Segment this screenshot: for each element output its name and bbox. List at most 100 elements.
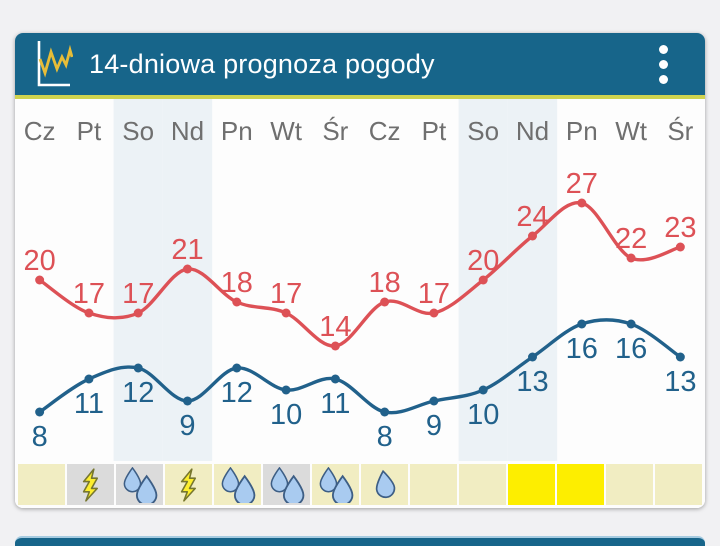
temp-label: 11 xyxy=(320,388,350,420)
data-point xyxy=(232,363,242,373)
raindrops-icon xyxy=(319,466,353,503)
day-label: Cz xyxy=(369,116,401,146)
data-point xyxy=(528,352,537,362)
data-point xyxy=(330,374,340,384)
temp-label: 16 xyxy=(615,333,647,365)
series-line xyxy=(37,318,683,415)
temp-label: 17 xyxy=(122,278,154,310)
data-point xyxy=(626,253,636,263)
condition-cell-nd xyxy=(508,464,555,505)
temp-label: 16 xyxy=(566,333,598,365)
data-point xyxy=(183,396,192,406)
data-point xyxy=(675,242,685,252)
temp-label: 18 xyxy=(221,267,253,299)
day-label: Pt xyxy=(77,116,102,146)
temp-label: 14 xyxy=(319,311,351,343)
condition-cell-pt xyxy=(410,464,457,505)
condition-cell-so xyxy=(459,464,506,505)
day-label: Śr xyxy=(322,116,348,146)
data-point xyxy=(281,308,291,318)
temp-label: 11 xyxy=(74,388,104,420)
temp-label: 8 xyxy=(377,421,393,453)
data-point xyxy=(281,385,291,395)
forecast-card[interactable]: 14-dniowa prognoza pogody Cz Pt So Nd Pn Wt Śr… xyxy=(15,33,705,508)
data-point xyxy=(380,297,390,307)
day-label: Nd xyxy=(171,116,204,146)
condition-cell-cz xyxy=(18,464,65,505)
data-point xyxy=(429,396,439,406)
temp-label: 9 xyxy=(179,410,195,442)
data-point xyxy=(380,407,390,417)
day-label: So xyxy=(467,116,499,146)
day-label: Wt xyxy=(615,116,648,146)
lightning-icon xyxy=(82,467,98,502)
day-label: Pn xyxy=(566,116,598,146)
temp-label: 21 xyxy=(171,234,203,266)
temp-label: 23 xyxy=(664,212,696,244)
temp-label: 8 xyxy=(32,421,48,453)
data-point xyxy=(232,297,242,307)
card-header: 14-dniowa prognoza pogody xyxy=(15,33,705,95)
day-label: Cz xyxy=(24,116,56,146)
condition-cell-nd xyxy=(165,464,212,505)
day-label: So xyxy=(122,116,154,146)
next-card-top-edge xyxy=(15,536,705,546)
data-point xyxy=(478,275,488,285)
temp-label: 24 xyxy=(516,201,548,233)
temp-label: 10 xyxy=(270,399,302,431)
day-label: Pt xyxy=(422,116,447,146)
condition-cell-pt xyxy=(67,464,114,505)
data-point xyxy=(330,341,340,351)
day-label: Nd xyxy=(516,116,549,146)
temp-label: 13 xyxy=(516,366,548,398)
data-point xyxy=(626,319,636,329)
raindrops-icon xyxy=(123,466,157,503)
temp-label: 10 xyxy=(467,399,499,431)
kebab-menu-icon[interactable] xyxy=(653,41,673,87)
temp-label: 13 xyxy=(664,366,696,398)
data-point xyxy=(84,308,94,318)
day-label: Wt xyxy=(270,116,303,146)
temp-label: 17 xyxy=(418,278,450,310)
temp-label: 12 xyxy=(221,377,253,409)
condition-cell-so xyxy=(116,464,163,505)
card-title: 14-dniowa prognoza pogody xyxy=(89,48,435,79)
temp-label: 9 xyxy=(426,410,442,442)
data-point xyxy=(133,363,143,373)
condition-cell-pn xyxy=(557,464,604,505)
temp-label: 17 xyxy=(270,278,302,310)
weekend-band xyxy=(507,99,558,461)
data-point xyxy=(133,308,143,318)
condition-cell-pn xyxy=(214,464,261,505)
data-point xyxy=(35,275,45,285)
raindrop-icon xyxy=(375,469,395,498)
condition-cell-cz xyxy=(361,464,408,505)
condition-cell-wt xyxy=(263,464,310,505)
day-label: Pn xyxy=(221,116,253,146)
raindrops-icon xyxy=(221,466,255,503)
data-point xyxy=(478,385,488,395)
data-point xyxy=(183,264,192,274)
data-point xyxy=(35,407,45,417)
data-point xyxy=(528,231,537,241)
forecast-chart: Cz Pt So Nd Pn Wt Śr Cz Pt So Nd Pn Wt Śr 20 17 17 21 18 17… xyxy=(15,99,705,461)
data-point xyxy=(429,308,439,318)
weekend-band xyxy=(113,99,163,461)
temp-label: 12 xyxy=(122,377,154,409)
temp-label: 22 xyxy=(615,223,647,255)
line-chart-icon xyxy=(33,38,73,90)
raindrops-icon xyxy=(270,466,304,503)
header-accent-line xyxy=(15,95,705,99)
conditions-row xyxy=(15,461,705,508)
temp-label: 17 xyxy=(73,278,105,310)
data-point xyxy=(84,374,94,384)
condition-cell-śr xyxy=(655,464,702,505)
lightning-icon xyxy=(180,467,196,502)
temp-label: 20 xyxy=(24,245,56,277)
data-point xyxy=(577,198,587,208)
condition-cell-śr xyxy=(312,464,359,505)
data-point xyxy=(577,319,587,329)
condition-cell-wt xyxy=(606,464,653,505)
temp-label: 18 xyxy=(369,267,401,299)
day-label: Śr xyxy=(667,116,693,146)
